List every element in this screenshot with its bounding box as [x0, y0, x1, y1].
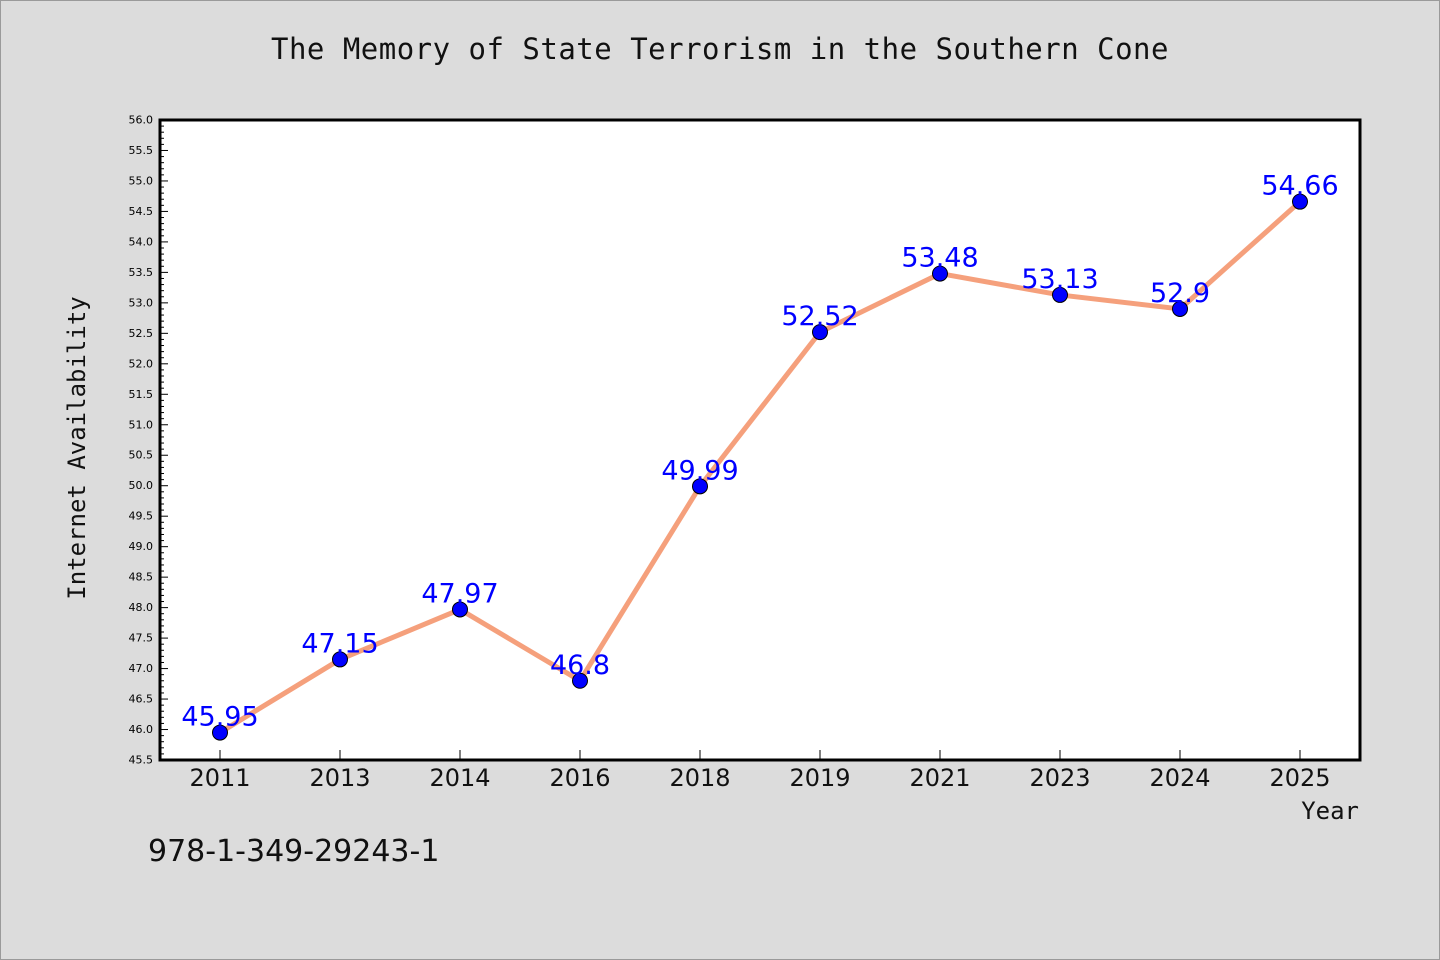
y-tick-label: 46.0	[129, 723, 154, 736]
data-point	[332, 651, 348, 668]
data-label: 52.52	[781, 301, 858, 332]
data-point	[212, 724, 228, 741]
y-tick-label: 54.5	[129, 205, 154, 218]
y-tick-label: 56.0	[129, 114, 154, 127]
y-tick-label: 48.5	[129, 571, 154, 584]
x-tick-label: 2021	[909, 764, 970, 792]
x-tick-label: 2025	[1269, 764, 1330, 792]
y-tick-label: 52.5	[129, 327, 154, 340]
data-label: 46.8	[550, 650, 610, 681]
y-tick-label: 53.0	[129, 296, 154, 309]
y-tick-label: 49.5	[129, 510, 154, 523]
chart-title: The Memory of State Terrorism in the Sou…	[271, 32, 1169, 66]
data-point	[572, 672, 588, 689]
y-tick-label: 50.0	[129, 479, 154, 492]
data-label: 45.95	[181, 702, 258, 733]
data-label: 54.66	[1261, 171, 1338, 202]
x-tick-label: 2016	[549, 764, 610, 792]
y-tick-label: 51.0	[129, 418, 154, 431]
x-axis-label: Year	[1301, 797, 1359, 825]
data-point	[1292, 193, 1308, 210]
data-point	[812, 324, 828, 341]
data-label: 52.9	[1150, 278, 1210, 309]
data-label: 53.13	[1021, 264, 1098, 295]
y-tick-label: 55.5	[129, 144, 154, 157]
y-tick-label: 48.0	[129, 601, 154, 614]
y-tick-label: 46.5	[129, 693, 154, 706]
y-tick-label: 55.0	[129, 174, 154, 187]
data-point	[1052, 286, 1068, 303]
x-tick-label: 2011	[189, 764, 250, 792]
series: 45.95 47.15 47.97 46.8 49.99 52.52 53.48 53.13 5…	[181, 171, 1339, 741]
y-tick-label: 50.5	[129, 449, 154, 462]
data-point	[452, 601, 468, 618]
y-axis: 45.5 46.0 46.5 47.0 47.5 48.0 48.5 49.0 49.5 50.0…	[129, 114, 168, 767]
x-tick-label: 2023	[1029, 764, 1090, 792]
data-label: 49.99	[661, 455, 738, 486]
data-label: 47.15	[301, 628, 378, 659]
y-tick-label: 52.0	[129, 357, 154, 370]
x-tick-label: 2013	[309, 764, 370, 792]
series-line	[217, 199, 1303, 736]
data-point	[1172, 300, 1188, 317]
data-label: 47.97	[421, 578, 498, 609]
y-axis-label: Internet Availability	[63, 296, 91, 600]
x-tick-label: 2018	[669, 764, 730, 792]
data-label: 53.48	[901, 243, 978, 274]
x-tick-label: 2014	[429, 764, 490, 792]
y-tick-label: 47.0	[129, 662, 154, 675]
y-tick-label: 49.0	[129, 540, 154, 553]
y-tick-label: 53.5	[129, 266, 154, 279]
x-axis: 2011 2013 2014 2016 2018 2019 2021 2023 2024 2025	[189, 750, 1331, 792]
data-point	[932, 265, 948, 282]
y-tick-label: 45.5	[129, 754, 154, 767]
x-tick-label: 2024	[1149, 764, 1210, 792]
isbn-text: 978-1-349-29243-1	[148, 834, 440, 869]
y-tick-label: 47.5	[129, 632, 154, 645]
data-point	[692, 478, 708, 495]
y-tick-label: 54.0	[129, 235, 154, 248]
y-tick-label: 51.5	[129, 388, 154, 401]
x-tick-label: 2019	[789, 764, 850, 792]
